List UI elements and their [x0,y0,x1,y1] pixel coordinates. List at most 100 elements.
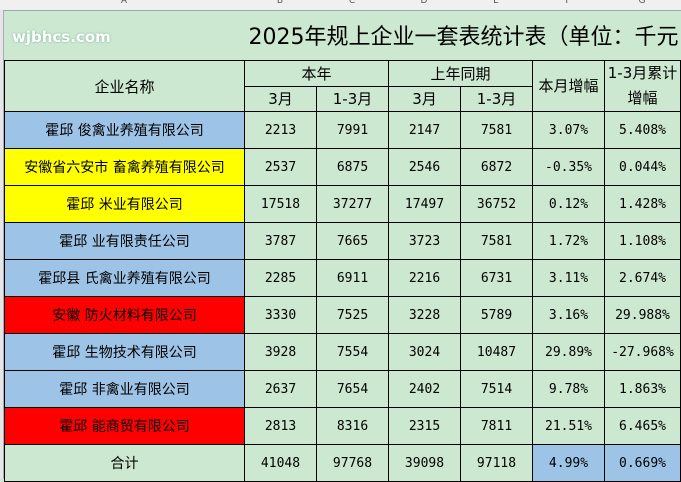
company-name[interactable]: 霍邱 俊禽业养殖有限公司 [4,111,245,149]
value-cell[interactable]: 29.988% [604,296,681,334]
value-cell[interactable]: 7991 [316,111,389,149]
header-company-name[interactable]: 企业名称 [4,60,245,112]
company-name[interactable]: 霍邱 非禽业有限公司 [4,370,245,408]
company-name[interactable]: 霍邱县 氏禽业养殖有限公司 [4,259,245,297]
value-cell[interactable]: 7665 [316,222,389,260]
company-name[interactable]: 安徽 防火材料有限公司 [4,296,245,334]
header-month-growth[interactable]: 本月增幅 [532,60,605,112]
table-row: 霍邱 非禽业有限公司 2637 7654 2402 7514 9.78% 1.863% [4,370,681,408]
value-cell[interactable]: 3.16% [532,296,605,334]
column-letter[interactable]: E [493,0,499,6]
value-cell[interactable]: 7514 [460,370,533,408]
table-row: 霍邱县 氏禽业养殖有限公司 2285 6911 2216 6731 3.11% 2.674% [4,259,681,297]
value-cell[interactable]: 2813 [244,407,317,445]
table-row: 安徽 防火材料有限公司 3330 7525 3228 5789 3.16% 29.988% [4,296,681,334]
company-name[interactable]: 霍邱 生物技术有限公司 [4,333,245,371]
total-row: 合计 41048 97768 39098 97118 4.99% 0.669% [4,444,681,482]
header-cum-growth[interactable]: 1-3月累计增幅 [604,60,681,112]
table-title[interactable]: 2025年规上企业一套表统计表（单位：千元 [4,10,681,61]
value-cell[interactable]: 97768 [316,444,389,482]
value-cell[interactable]: 3.11% [532,259,605,297]
column-letter[interactable]: B [276,0,284,6]
header-last-q1[interactable]: 1-3月 [460,85,533,112]
company-name[interactable]: 霍邱 业有限责任公司 [4,222,245,260]
value-cell[interactable]: 0.669% [604,444,681,482]
value-cell[interactable]: -0.35% [532,148,605,186]
stats-table: 2025年规上企业一套表统计表（单位：千元 企业名称 本年 上年同期 本月增幅 … [4,10,681,482]
header-last-year[interactable]: 上年同期 [388,60,533,87]
header-this-q1[interactable]: 1-3月 [316,85,389,112]
value-cell[interactable]: 39098 [388,444,461,482]
value-cell[interactable]: 3228 [388,296,461,334]
header-this-year[interactable]: 本年 [244,60,389,87]
value-cell[interactable]: 3723 [388,222,461,260]
company-name[interactable]: 安徽省六安市 畜禽养殖有限公司 [4,148,245,186]
value-cell[interactable]: 2213 [244,111,317,149]
column-letter[interactable]: F [565,0,571,6]
row-header-gutter [0,10,4,479]
column-letter[interactable]: D [420,0,428,6]
value-cell[interactable]: 7581 [460,111,533,149]
value-cell[interactable]: 2.674% [604,259,681,297]
value-cell[interactable]: 7581 [460,222,533,260]
value-cell[interactable]: 1.108% [604,222,681,260]
company-name[interactable]: 霍邱 米业有限公司 [4,185,245,223]
value-cell[interactable]: 6872 [460,148,533,186]
value-cell[interactable]: 37277 [316,185,389,223]
header-this-mar[interactable]: 3月 [244,85,317,112]
column-letter[interactable]: C [348,0,356,6]
value-cell[interactable]: 2546 [388,148,461,186]
table-row: 霍邱 生物技术有限公司 3928 7554 3024 10487 29.89% -27.96… [4,333,681,371]
value-cell[interactable]: 4.99% [532,444,605,482]
table-row: 霍邱 业有限责任公司 3787 7665 3723 7581 1.72% 1.108% [4,222,681,260]
value-cell[interactable]: 3.07% [532,111,605,149]
table-row: 霍邱 米业有限公司 17518 37277 17497 36752 0.12% 1.428% [4,185,681,223]
value-cell[interactable]: 17497 [388,185,461,223]
value-cell[interactable]: 0.12% [532,185,605,223]
value-cell[interactable]: 6911 [316,259,389,297]
value-cell[interactable]: 29.89% [532,333,605,371]
value-cell[interactable]: 1.72% [532,222,605,260]
value-cell[interactable]: 3330 [244,296,317,334]
value-cell[interactable]: 2537 [244,148,317,186]
total-label[interactable]: 合计 [4,444,245,482]
value-cell[interactable]: 2637 [244,370,317,408]
value-cell[interactable]: 0.044% [604,148,681,186]
value-cell[interactable]: 36752 [460,185,533,223]
header-last-mar[interactable]: 3月 [388,85,461,112]
value-cell[interactable]: 17518 [244,185,317,223]
value-cell[interactable]: 8316 [316,407,389,445]
value-cell[interactable]: 2402 [388,370,461,408]
value-cell[interactable]: 3787 [244,222,317,260]
value-cell[interactable]: 7554 [316,333,389,371]
table-row: 安徽省六安市 畜禽养殖有限公司 2537 6875 2546 6872 -0.35% 0.0… [4,148,681,186]
value-cell[interactable]: 9.78% [532,370,605,408]
value-cell[interactable]: 6731 [460,259,533,297]
watermark: wjbhcs.com [12,28,111,46]
table-row: 霍邱 俊禽业养殖有限公司 2213 7991 2147 7581 3.07% 5.408% [4,111,681,149]
value-cell[interactable]: 21.51% [532,407,605,445]
value-cell[interactable]: 2285 [244,259,317,297]
value-cell[interactable]: 2147 [388,111,461,149]
value-cell[interactable]: 7654 [316,370,389,408]
value-cell[interactable]: -27.968% [604,333,681,371]
column-letter[interactable]: A [120,0,128,6]
value-cell[interactable]: 41048 [244,444,317,482]
value-cell[interactable]: 1.428% [604,185,681,223]
column-letter[interactable]: G [638,0,646,6]
value-cell[interactable]: 2216 [388,259,461,297]
value-cell[interactable]: 10487 [460,333,533,371]
value-cell[interactable]: 5.408% [604,111,681,149]
value-cell[interactable]: 7811 [460,407,533,445]
value-cell[interactable]: 6875 [316,148,389,186]
value-cell[interactable]: 1.863% [604,370,681,408]
value-cell[interactable]: 97118 [460,444,533,482]
value-cell[interactable]: 6.465% [604,407,681,445]
company-name[interactable]: 霍邱 能商贸有限公司 [4,407,245,445]
value-cell[interactable]: 5789 [460,296,533,334]
table-row: 霍邱 能商贸有限公司 2813 8316 2315 7811 21.51% 6.465% [4,407,681,445]
value-cell[interactable]: 2315 [388,407,461,445]
value-cell[interactable]: 3024 [388,333,461,371]
value-cell[interactable]: 3928 [244,333,317,371]
value-cell[interactable]: 7525 [316,296,389,334]
